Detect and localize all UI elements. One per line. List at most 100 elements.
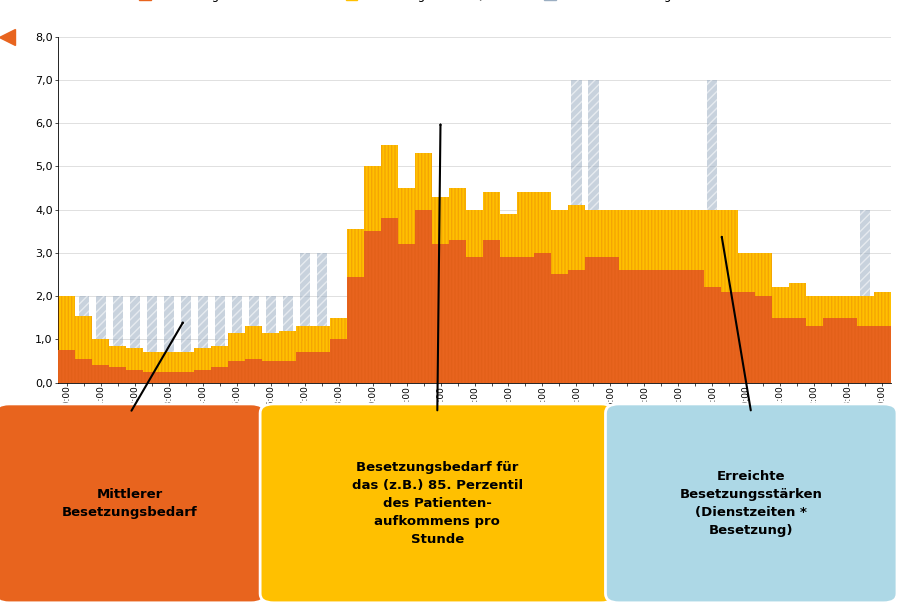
Bar: [449, 240, 466, 382]
Bar: [670, 209, 687, 382]
Bar: [534, 192, 551, 382]
Bar: [636, 209, 653, 382]
Bar: [721, 209, 738, 382]
Bar: [214, 296, 225, 382]
Bar: [466, 209, 483, 382]
Bar: [364, 231, 381, 382]
Bar: [211, 346, 228, 382]
Bar: [585, 209, 602, 382]
Bar: [517, 192, 534, 382]
Bar: [130, 296, 140, 382]
Bar: [161, 371, 178, 382]
Bar: [415, 154, 432, 382]
Bar: [146, 296, 157, 382]
Bar: [195, 348, 211, 382]
Bar: [144, 371, 161, 382]
Bar: [296, 353, 313, 382]
Bar: [126, 348, 144, 382]
Bar: [738, 253, 754, 382]
Bar: [687, 209, 704, 382]
Bar: [245, 359, 262, 382]
Bar: [860, 209, 870, 382]
Bar: [58, 296, 75, 382]
Bar: [840, 296, 857, 382]
Bar: [381, 145, 398, 382]
Bar: [211, 367, 228, 382]
Bar: [347, 277, 364, 382]
Bar: [228, 333, 245, 382]
Bar: [432, 196, 449, 382]
Bar: [704, 209, 721, 382]
Bar: [483, 240, 500, 382]
Bar: [483, 192, 500, 382]
Bar: [636, 209, 653, 382]
Bar: [313, 326, 330, 382]
Bar: [126, 348, 144, 382]
Bar: [568, 205, 585, 382]
Bar: [500, 214, 517, 382]
Bar: [415, 154, 432, 382]
Bar: [398, 244, 415, 382]
Bar: [161, 353, 178, 382]
Bar: [144, 353, 161, 382]
Bar: [721, 292, 738, 382]
Bar: [788, 283, 806, 382]
Bar: [585, 257, 602, 382]
Bar: [381, 145, 398, 382]
Bar: [653, 270, 670, 382]
Bar: [109, 346, 126, 382]
Bar: [245, 326, 262, 382]
Bar: [62, 296, 72, 382]
Bar: [92, 365, 109, 382]
Bar: [602, 209, 619, 382]
Bar: [754, 253, 771, 382]
Bar: [619, 209, 636, 382]
Bar: [432, 244, 449, 382]
Bar: [670, 209, 687, 382]
Bar: [466, 257, 483, 382]
Bar: [398, 188, 415, 382]
Bar: [178, 353, 195, 382]
Bar: [840, 318, 857, 382]
Bar: [58, 350, 75, 382]
Bar: [670, 270, 687, 382]
Bar: [248, 296, 258, 382]
Bar: [571, 80, 581, 382]
Bar: [144, 353, 161, 382]
Bar: [551, 274, 568, 382]
Bar: [588, 80, 598, 382]
Bar: [788, 283, 806, 382]
Bar: [300, 253, 309, 382]
Bar: [687, 270, 704, 382]
Bar: [704, 209, 721, 382]
Bar: [551, 209, 568, 382]
Bar: [636, 270, 653, 382]
Bar: [738, 253, 754, 382]
Bar: [296, 326, 313, 382]
Bar: [262, 361, 279, 382]
Bar: [517, 257, 534, 382]
Bar: [788, 318, 806, 382]
Bar: [279, 330, 296, 382]
Bar: [296, 326, 313, 382]
Bar: [279, 330, 296, 382]
Bar: [840, 296, 857, 382]
Bar: [551, 209, 568, 382]
Bar: [771, 288, 788, 382]
Bar: [195, 370, 211, 382]
Bar: [619, 270, 636, 382]
Bar: [313, 326, 330, 382]
Bar: [330, 318, 347, 382]
Bar: [874, 326, 891, 382]
Bar: [228, 333, 245, 382]
Bar: [602, 257, 619, 382]
Bar: [415, 209, 432, 382]
Bar: [75, 316, 92, 382]
Bar: [330, 318, 347, 382]
Bar: [180, 296, 191, 382]
Bar: [92, 339, 109, 382]
Bar: [771, 288, 788, 382]
Bar: [79, 296, 89, 382]
Bar: [347, 229, 364, 382]
Bar: [466, 209, 483, 382]
